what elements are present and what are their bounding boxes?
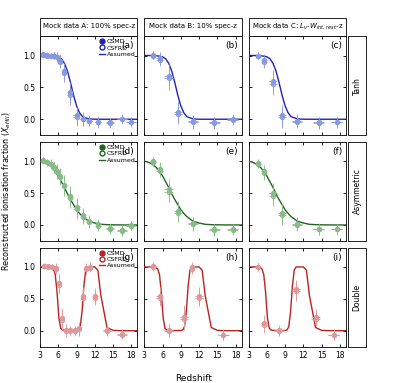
Text: Mock data A: 100% spec-z: Mock data A: 100% spec-z	[43, 23, 135, 29]
Text: (i): (i)	[332, 253, 342, 262]
Text: Tanh: Tanh	[352, 77, 362, 95]
Text: Double: Double	[352, 284, 362, 311]
Legend: CSMD, CSFRD, Assumed: CSMD, CSFRD, Assumed	[98, 38, 136, 57]
Legend: CSMD, CSFRD, Assumed: CSMD, CSFRD, Assumed	[98, 250, 136, 269]
Text: Redshift: Redshift	[176, 374, 212, 383]
Text: Reconstructed ionisation fraction ($X_{eHII}$): Reconstructed ionisation fraction ($X_{e…	[1, 112, 14, 271]
Legend: CSMD, CSFRD, Assumed: CSMD, CSFRD, Assumed	[98, 144, 136, 163]
Text: (e): (e)	[225, 147, 238, 156]
Text: Asymmetric: Asymmetric	[352, 169, 362, 214]
Text: (b): (b)	[225, 41, 238, 50]
Text: (d): (d)	[121, 147, 134, 156]
Text: (g): (g)	[121, 253, 134, 262]
Text: (c): (c)	[330, 41, 342, 50]
Text: Mock data B: 10% spec-z: Mock data B: 10% spec-z	[149, 23, 237, 29]
Text: (f): (f)	[332, 147, 342, 156]
Text: Mock data C: $L_{\nu}$-$W_{int,\,rest}$-z: Mock data C: $L_{\nu}$-$W_{int,\,rest}$-…	[252, 21, 343, 31]
Text: (a): (a)	[121, 41, 134, 50]
Text: (h): (h)	[225, 253, 238, 262]
